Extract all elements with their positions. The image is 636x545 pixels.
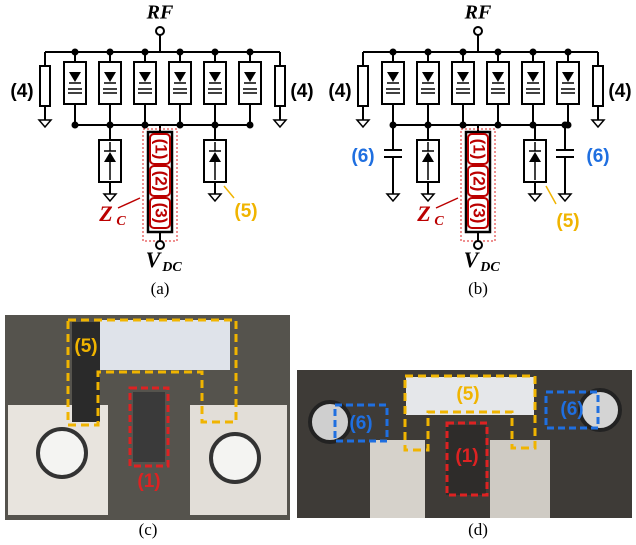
node bbox=[177, 122, 184, 129]
pad bbox=[490, 440, 550, 518]
resistor bbox=[593, 66, 603, 106]
bond bbox=[310, 402, 350, 442]
bond bbox=[38, 429, 86, 477]
ground bbox=[104, 194, 116, 201]
caption: (c) bbox=[139, 520, 158, 539]
rf-port bbox=[156, 27, 164, 35]
diode-label: (5) bbox=[234, 201, 257, 222]
ground bbox=[422, 194, 434, 201]
stack-label: (2) bbox=[470, 171, 489, 192]
ground bbox=[357, 120, 369, 127]
zc-label: Z bbox=[98, 201, 112, 226]
port-label: (4) bbox=[290, 81, 313, 102]
bond bbox=[211, 434, 259, 482]
photo-label: (1) bbox=[137, 471, 160, 492]
photo-label: (5) bbox=[74, 336, 97, 357]
ground bbox=[559, 194, 571, 201]
ground bbox=[209, 194, 221, 201]
ground bbox=[387, 194, 399, 201]
vdc-sub: DC bbox=[479, 260, 500, 275]
zc-label: Z bbox=[416, 201, 430, 226]
node bbox=[142, 122, 149, 129]
cap-label: (6) bbox=[586, 146, 609, 167]
resistor bbox=[275, 66, 285, 106]
port-label: (4) bbox=[328, 81, 351, 102]
figure: RF(4)(4)(1)(2)(3)VDCZC(5)(a)RF(4)(4)(6)(… bbox=[0, 0, 636, 545]
caption: (a) bbox=[151, 279, 170, 298]
rf-label: RF bbox=[464, 2, 492, 24]
resistor bbox=[358, 66, 368, 106]
wire bbox=[546, 186, 556, 204]
node bbox=[495, 122, 502, 129]
cap-label: (6) bbox=[351, 146, 374, 167]
diode-label: (5) bbox=[556, 211, 579, 232]
stack-label: (1) bbox=[152, 139, 171, 160]
wire bbox=[436, 198, 458, 208]
photo-label: (5) bbox=[456, 384, 479, 405]
bond bbox=[580, 390, 620, 430]
photo-label: (6) bbox=[349, 413, 372, 434]
node bbox=[72, 122, 79, 129]
ground bbox=[274, 120, 286, 127]
photo-label: (1) bbox=[455, 446, 478, 467]
ground bbox=[529, 194, 541, 201]
chip bbox=[133, 392, 165, 462]
vdc-sub: DC bbox=[161, 260, 182, 275]
ground bbox=[39, 120, 51, 127]
chip bbox=[100, 320, 230, 370]
zc-sub: C bbox=[434, 214, 444, 229]
caption: (d) bbox=[468, 520, 488, 539]
rf-port bbox=[474, 27, 482, 35]
photo-label: (6) bbox=[560, 399, 583, 420]
wire bbox=[224, 186, 234, 198]
stack-label: (2) bbox=[152, 171, 171, 192]
resistor bbox=[40, 66, 50, 106]
ground bbox=[592, 120, 604, 127]
stack-label: (1) bbox=[470, 139, 489, 160]
stack-label: (3) bbox=[470, 203, 489, 224]
vdc-label: V bbox=[146, 247, 163, 272]
node bbox=[247, 122, 254, 129]
port-label: (4) bbox=[10, 81, 33, 102]
rf-label: RF bbox=[146, 2, 174, 24]
caption: (b) bbox=[468, 279, 488, 298]
pad bbox=[370, 440, 425, 518]
vdc-label: V bbox=[464, 247, 481, 272]
zc-sub: C bbox=[116, 214, 126, 229]
wire bbox=[118, 198, 140, 208]
port-label: (4) bbox=[608, 81, 631, 102]
node bbox=[460, 122, 467, 129]
stack-label: (3) bbox=[152, 203, 171, 224]
